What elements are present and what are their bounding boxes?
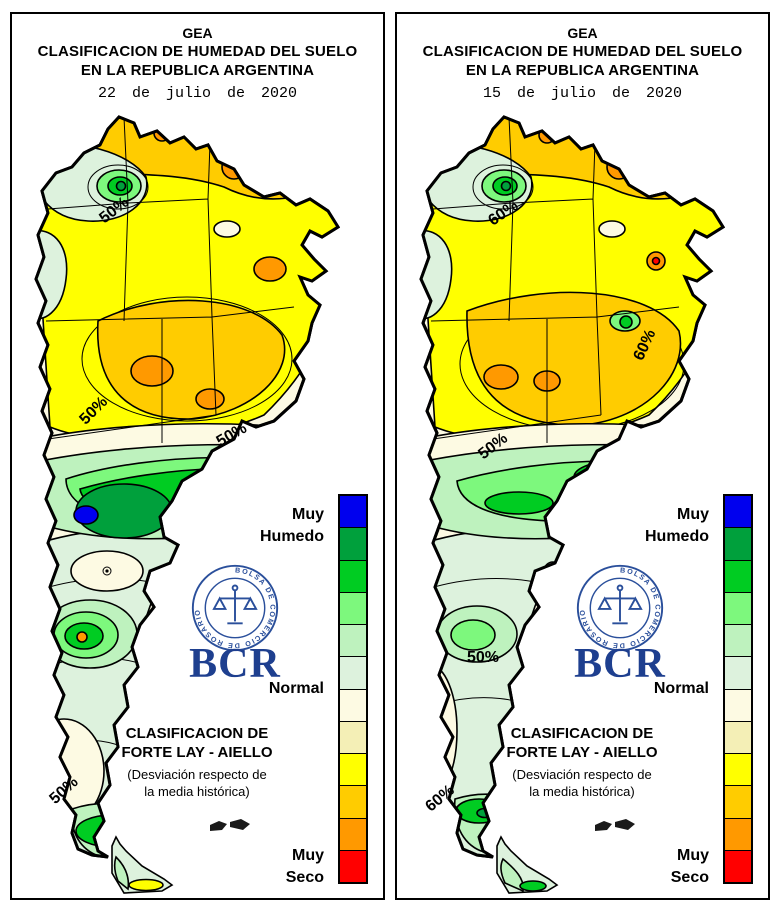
legend-color-cell	[340, 817, 366, 850]
panel-title-block: GEA CLASIFICACION DE HUMEDAD DEL SUELO E…	[12, 24, 383, 104]
soil-moisture-map: 60%60%50%50%60%	[419, 115, 725, 894]
title-line2: CLASIFICACION DE HUMEDAD DEL SUELO	[37, 43, 358, 60]
legend-color-cell	[725, 753, 751, 786]
legend-color-cell	[340, 559, 366, 592]
contour-percentage-label: 50%	[467, 649, 499, 666]
classification-caption: CLASIFICACION DE FORTE LAY - AIELLO (Des…	[121, 725, 273, 799]
bcr-wordmark: BCR	[189, 641, 281, 687]
map-panel-left: GEA CLASIFICACION DE HUMEDAD DEL SUELO E…	[10, 12, 385, 900]
legend-color-cell	[725, 849, 751, 882]
bcr-seal-logo: BOLSA DE COMERCIO DE ROSARIO	[576, 564, 664, 652]
legend-color-cell	[725, 496, 751, 528]
legend-color-cell	[340, 688, 366, 721]
scale-label-wet: Muy Humedo	[260, 506, 324, 545]
classification-caption: CLASIFICACION DE FORTE LAY - AIELLO (Des…	[506, 725, 658, 799]
map-date: 15 de julio de 2020	[482, 85, 683, 102]
legend-color-cell	[725, 559, 751, 592]
bcr-wordmark: BCR	[574, 641, 666, 687]
tierra-del-fuego	[111, 835, 174, 894]
legend-color-cell	[340, 785, 366, 818]
legend-color-cell	[340, 591, 366, 624]
malvinas-islands	[210, 819, 250, 831]
province-borders	[45, 117, 295, 443]
legend-color-cell	[340, 753, 366, 786]
scale-label-wet: Muy Humedo	[645, 506, 709, 545]
title-line2: CLASIFICACION DE HUMEDAD DEL SUELO	[422, 43, 743, 60]
malvinas-islands	[595, 819, 635, 831]
legend-color-cell	[340, 527, 366, 560]
panel-title-block: GEA CLASIFICACION DE HUMEDAD DEL SUELO E…	[397, 24, 768, 104]
legend-color-cell	[725, 656, 751, 689]
legend-color-cell	[340, 624, 366, 657]
scale-label-dry: Muy Seco	[285, 847, 324, 886]
title-gea: GEA	[567, 25, 598, 41]
scales-icon	[597, 584, 643, 625]
legend-color-cell	[725, 785, 751, 818]
legend-color-cell	[340, 849, 366, 882]
legend-color-cell	[340, 656, 366, 689]
title-line3: EN LA REPUBLICA ARGENTINA	[465, 62, 700, 79]
title-gea: GEA	[182, 25, 213, 41]
scale-label-normal: Normal	[268, 680, 324, 697]
moisture-scale-bar	[338, 494, 368, 884]
map-panel-right: GEA CLASIFICACION DE HUMEDAD DEL SUELO E…	[395, 12, 770, 900]
legend-color-cell	[725, 527, 751, 560]
legend-color-cell	[725, 817, 751, 850]
legend-color-cell	[340, 496, 366, 528]
tierra-del-fuego	[496, 835, 559, 894]
title-line3: EN LA REPUBLICA ARGENTINA	[80, 62, 315, 79]
legend-color-cell	[725, 688, 751, 721]
soil-moisture-map: 50%50%50%50%	[34, 115, 340, 894]
legend-color-cell	[725, 591, 751, 624]
scales-icon	[212, 584, 258, 625]
scale-label-normal: Normal	[653, 680, 709, 697]
legend-color-cell	[725, 624, 751, 657]
bcr-seal-logo: BOLSA DE COMERCIO DE ROSARIO	[191, 564, 279, 652]
province-borders	[430, 117, 680, 443]
legend-color-cell	[725, 720, 751, 753]
map-date: 22 de julio de 2020	[97, 85, 298, 102]
scale-label-dry: Muy Seco	[670, 847, 709, 886]
legend-color-cell	[340, 720, 366, 753]
moisture-scale-bar	[723, 494, 753, 884]
